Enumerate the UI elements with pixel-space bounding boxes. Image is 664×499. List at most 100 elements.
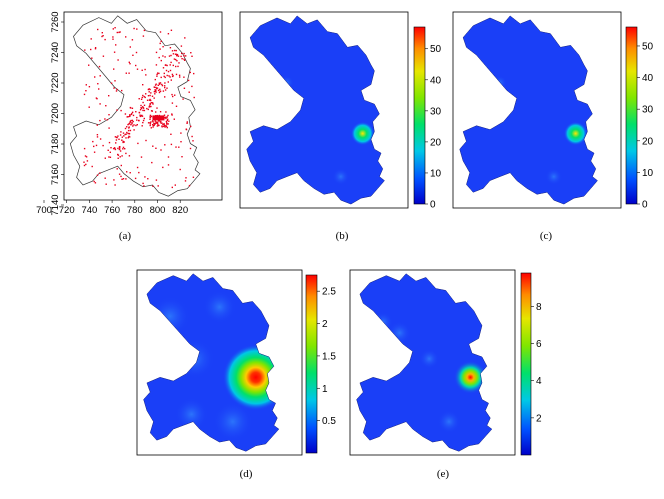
- panel-a-point: [138, 119, 140, 122]
- panel-a-point: [150, 92, 152, 94]
- panel-a-point: [143, 185, 145, 187]
- panel-a-point: [141, 115, 144, 117]
- panel-a-point: [184, 180, 187, 182]
- panel-a-point: [168, 75, 170, 77]
- panel-a-point: [132, 114, 135, 117]
- panel-a-point: [158, 82, 160, 84]
- panel-a-point: [141, 96, 143, 99]
- panel-a-point: [84, 49, 86, 51]
- panel-a-point: [150, 127, 152, 129]
- panel-a-point: [116, 109, 118, 111]
- panel-a-point: [129, 121, 131, 124]
- panel-a-point: [137, 142, 139, 145]
- panel-a-point: [174, 184, 176, 186]
- panel-a-point: [148, 106, 150, 108]
- panel-a-point: [115, 90, 118, 92]
- panel-a-point: [99, 138, 102, 140]
- panel-c-colorbar: [625, 26, 638, 205]
- panel-a-point: [113, 147, 116, 149]
- panel-a-point: [152, 185, 154, 187]
- panel-a-point: [167, 156, 170, 158]
- panel-a-point: [149, 98, 151, 101]
- panel-a-point: [172, 75, 174, 77]
- panel-a-point: [127, 116, 129, 118]
- panel-a-point: [160, 76, 162, 79]
- panel-a-point: [133, 27, 135, 30]
- panel-a-point: [129, 46, 131, 48]
- panel-a-point: [136, 28, 138, 30]
- panel-a-point: [167, 33, 170, 35]
- panel-a-point: [191, 135, 193, 138]
- panel-a-point: [159, 90, 162, 92]
- panel-a-point: [122, 141, 124, 144]
- panel-a-point: [102, 55, 105, 57]
- panel-a-point: [128, 155, 131, 157]
- panel-a-point: [149, 123, 152, 125]
- panel-a-point: [136, 116, 138, 119]
- panel-a-point: [164, 89, 167, 91]
- panel-a-point: [139, 114, 141, 116]
- panel-a-point: [151, 120, 154, 122]
- panel-a-point: [185, 177, 187, 179]
- panel-a-point: [158, 72, 160, 75]
- panel-a-point: [155, 86, 157, 89]
- panel-e-tick-label: 8: [536, 302, 542, 313]
- panel-a-point: [88, 106, 90, 108]
- panel-a-point: [149, 88, 151, 91]
- panel-a-point: [102, 144, 104, 147]
- panel-a-point: [183, 55, 185, 57]
- panel-a-point: [157, 89, 160, 92]
- panel-a-point: [144, 68, 146, 71]
- panel-a-point: [129, 172, 131, 174]
- panel-a-point: [122, 140, 124, 143]
- panel-a-point: [102, 35, 104, 37]
- panel-a-point: [115, 44, 117, 46]
- panel-a-point: [159, 48, 161, 50]
- panel-a-point: [150, 105, 152, 108]
- panel-a-point: [177, 65, 179, 68]
- panel-c-tick-label: 30: [642, 105, 654, 116]
- panel-a-point: [108, 156, 110, 158]
- panel-a-point: [159, 42, 161, 45]
- panel-a-y-tick-label: 7220: [50, 72, 61, 93]
- panel-a-point: [172, 64, 174, 67]
- panel-a-point: [163, 72, 165, 75]
- panel-a-point: [164, 144, 166, 146]
- panel-a-point: [175, 58, 177, 61]
- panel-a-point: [174, 94, 176, 96]
- panel-a-point: [175, 65, 177, 68]
- panel-a-point: [163, 114, 166, 116]
- panel-a-point: [186, 121, 188, 123]
- panel-a-point: [158, 91, 161, 94]
- panel-a-point: [143, 117, 145, 120]
- panel-a-point: [113, 87, 115, 89]
- panel-a-point: [86, 160, 89, 162]
- panel-a-point: [143, 29, 146, 32]
- panel-a-point: [173, 118, 175, 120]
- panel-a-point: [114, 80, 116, 82]
- panel-a-point: [178, 74, 181, 76]
- panel-a-point: [112, 28, 114, 30]
- panel-a-point: [167, 164, 170, 166]
- panel-a-point: [113, 68, 115, 70]
- panel-a-point: [141, 106, 144, 108]
- panel-a-y-tick-label: 7260: [50, 11, 61, 32]
- panel-a-point: [141, 125, 143, 127]
- panel-a-point: [166, 116, 168, 118]
- panel-b-tick-label: 10: [430, 168, 442, 179]
- panel-a-point: [164, 56, 166, 58]
- panel-a-point: [115, 136, 118, 138]
- panel-a-point: [129, 106, 132, 109]
- panel-a-point: [175, 73, 178, 76]
- panel-d-caption: (d): [240, 468, 253, 480]
- panel-a-point: [161, 83, 163, 86]
- panel-a-point: [166, 126, 168, 129]
- panel-a-point: [164, 126, 166, 128]
- panel-a-point: [164, 82, 166, 84]
- panel-a-point: [126, 171, 128, 173]
- panel-b-tick-label: 30: [430, 106, 442, 117]
- panel-a-point: [147, 88, 150, 91]
- panel-c-tick-label: 10: [642, 168, 654, 179]
- panel-a-point: [155, 83, 157, 85]
- panel-a-point: [154, 78, 156, 81]
